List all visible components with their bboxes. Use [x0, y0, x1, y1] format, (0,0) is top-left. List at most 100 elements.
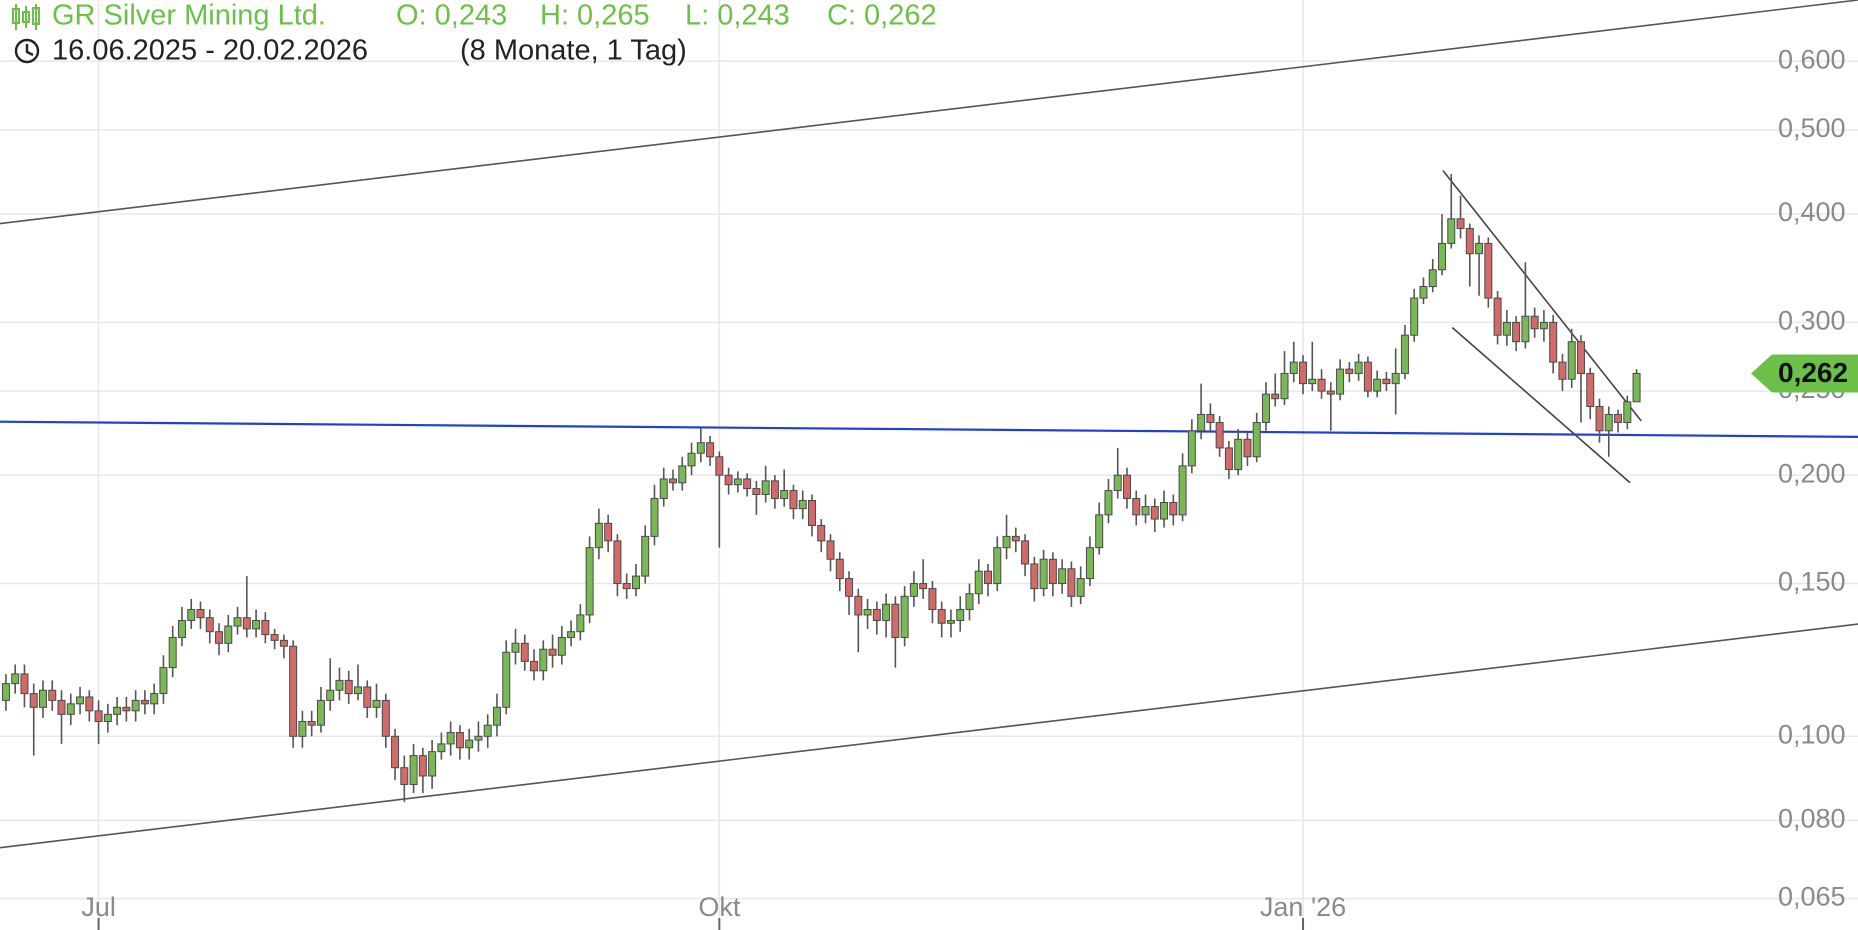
price-tag-shape — [1751, 354, 1858, 393]
trendline — [1451, 326, 1631, 484]
candle-body — [335, 679, 344, 691]
candle-body — [1048, 558, 1057, 585]
header: GR Silver Mining Ltd. O: 0,243 H: 0,265 … — [12, 0, 937, 67]
candle-body — [1011, 535, 1020, 542]
candle-body — [567, 631, 576, 638]
candle-body — [1243, 438, 1252, 458]
candle-body — [177, 619, 186, 638]
candle-body — [761, 480, 770, 495]
x-tick-label: Okt — [698, 892, 741, 922]
candle-body — [1614, 413, 1623, 424]
candle-body — [1308, 378, 1317, 385]
y-tick-label: 0,100 — [1778, 719, 1846, 749]
candle-body — [669, 478, 678, 484]
candle-body — [1197, 413, 1206, 432]
period: (8 Monate, 1 Tag) — [460, 35, 687, 67]
candle-body — [1465, 227, 1474, 255]
candle-body — [261, 619, 270, 636]
candle-body — [446, 732, 455, 745]
candle-body — [1169, 502, 1178, 516]
candle-body — [233, 617, 242, 627]
candle-body — [1224, 447, 1233, 471]
candle-body — [437, 743, 446, 753]
candle-body — [1141, 506, 1150, 516]
candle-body — [1521, 315, 1530, 343]
candle-body — [418, 755, 427, 777]
candle-body — [159, 667, 168, 695]
candle-body — [289, 645, 298, 737]
y-tick-label: 0,200 — [1778, 458, 1846, 488]
candle-body — [103, 713, 112, 723]
candle-body — [965, 593, 974, 611]
candle-body — [1317, 378, 1326, 392]
candle-body — [1354, 361, 1363, 374]
candle-body — [465, 739, 474, 749]
trendline — [0, 0, 1858, 225]
candle-body — [1039, 558, 1048, 590]
candle-body — [1363, 361, 1372, 392]
candle-body — [20, 673, 29, 695]
candle-body — [1391, 372, 1400, 385]
candle-body — [631, 575, 640, 590]
candle-body — [400, 767, 409, 785]
candle-body — [993, 547, 1002, 585]
candle-body — [780, 490, 789, 499]
candle-body — [1150, 506, 1159, 520]
candle-body — [937, 609, 946, 624]
candle-body — [1289, 361, 1298, 374]
candle-body — [1058, 568, 1067, 585]
candle-body — [428, 751, 437, 777]
candle-body — [1438, 242, 1447, 271]
candle-body — [974, 570, 983, 595]
trendline — [0, 623, 1858, 849]
y-tick-label: 0,400 — [1778, 197, 1846, 227]
candle-body — [1502, 321, 1511, 336]
candle-body — [252, 619, 261, 630]
candle-body — [1475, 242, 1484, 255]
candle-body — [1122, 474, 1131, 499]
candle-body — [1419, 286, 1428, 299]
y-tick-label: 0,065 — [1778, 882, 1846, 912]
candle-body — [298, 721, 307, 737]
candle-body — [715, 456, 724, 476]
candle-body — [770, 480, 779, 499]
candle-body — [613, 540, 622, 585]
price-tag-label: 0,262 — [1778, 357, 1848, 388]
candle-body — [854, 595, 863, 616]
candle-body — [372, 699, 381, 708]
candle-body — [724, 474, 733, 486]
candle-body — [1326, 390, 1335, 395]
candle-body — [594, 522, 603, 549]
candle-body — [817, 524, 826, 542]
candle-body — [1410, 297, 1419, 336]
candle-icon — [12, 4, 40, 30]
trendline — [0, 420, 1858, 438]
candle-body — [1530, 315, 1539, 330]
candle-body — [215, 631, 224, 644]
candle-body — [1076, 578, 1085, 597]
trendlines — [0, 0, 1858, 849]
candle-body — [557, 636, 566, 656]
candle-body — [807, 499, 816, 526]
candle-body — [1021, 540, 1030, 565]
candle-body — [1113, 474, 1122, 492]
candle-body — [326, 689, 335, 701]
candle-body — [242, 617, 251, 630]
candle-body — [1604, 413, 1613, 432]
candle-body — [1456, 218, 1465, 229]
y-tick-label: 0,500 — [1778, 113, 1846, 143]
candle-body — [845, 578, 854, 597]
candle-body — [1623, 401, 1632, 424]
candle-body — [1030, 563, 1039, 590]
candle-body — [1567, 341, 1576, 380]
candle-body — [1067, 568, 1076, 597]
y-tick-label: 0,150 — [1778, 567, 1846, 597]
candle-body — [733, 478, 742, 486]
candle-body — [835, 558, 844, 580]
candle-body — [1586, 372, 1595, 407]
candle-body — [882, 603, 891, 621]
y-tick-label: 0,080 — [1778, 803, 1846, 833]
title: GR Silver Mining Ltd. — [52, 0, 326, 32]
candle-body — [1132, 497, 1141, 516]
